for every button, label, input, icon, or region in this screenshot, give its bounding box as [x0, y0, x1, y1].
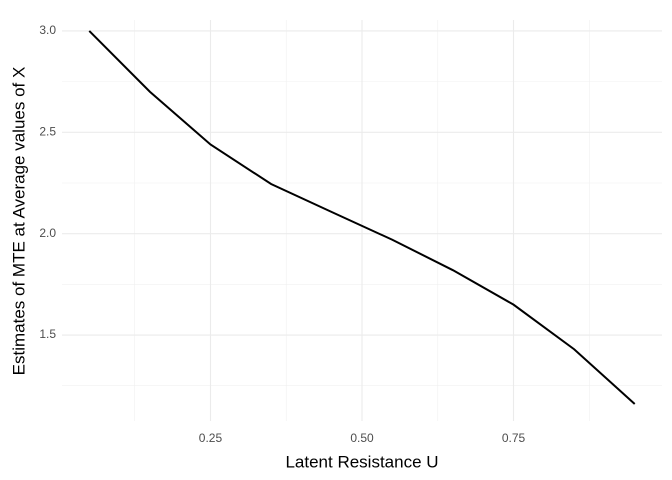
- line: [88, 30, 636, 405]
- x-tick-label: 0.75: [502, 431, 526, 445]
- x-tick-label: 0.50: [350, 431, 374, 445]
- x-tick-label: 0.25: [199, 431, 223, 445]
- y-tick-label: 2.5: [39, 124, 56, 138]
- y-axis-title: Estimates of MTE at Average values of X: [9, 67, 28, 376]
- y-tick-label: 2.0: [39, 226, 56, 240]
- y-tick-label: 3.0: [39, 23, 56, 37]
- x-axis-title: Latent Resistance U: [285, 452, 438, 471]
- y-tick-label: 1.5: [39, 327, 56, 341]
